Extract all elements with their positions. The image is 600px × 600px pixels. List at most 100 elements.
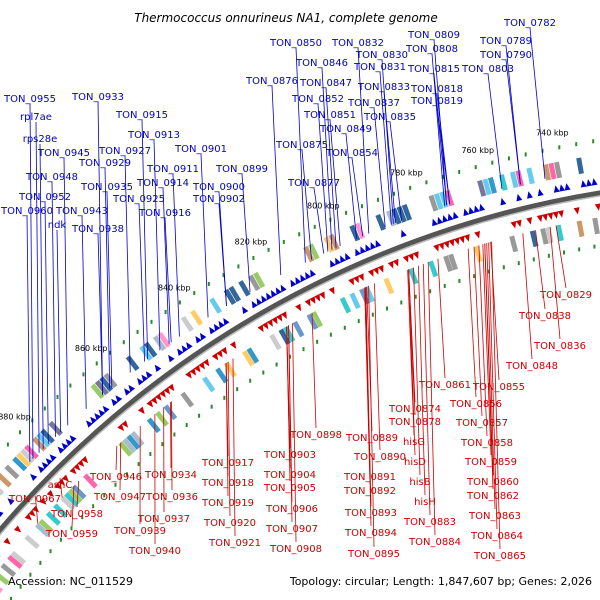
forward-gene-arrow [90,416,98,424]
bottom-gene-label: TON_0829 [539,290,592,301]
top-gene-label: TON_0875 [275,140,328,151]
reverse-feature-block [269,333,282,351]
reverse-gene-arrow [31,505,40,513]
top-gene-label: TON_0847 [299,78,352,89]
reverse-gene-arrow [46,489,54,497]
inner-dot [49,549,52,554]
forward-gene-arrow [223,317,230,326]
forward-gene-arrow [516,193,523,202]
top-leader-line [138,203,145,362]
bottom-gene-label: TON_0894 [344,528,397,539]
bottom-gene-label: TON_0883 [403,517,456,528]
top-gene-label: TON_0916 [138,208,191,219]
reverse-gene-arrow [24,513,32,521]
forward-feature-block [253,271,266,289]
top-gene-label: TON_0803 [461,64,514,75]
reverse-gene-arrow [77,459,85,467]
top-gene-label: TON_0925 [112,194,165,205]
reverse-gene-arrow [167,383,175,392]
top-gene-label: ndk [48,220,67,231]
forward-gene-arrow [355,248,361,257]
top-gene-label: TON_0815 [407,64,460,75]
forward-feature-block [139,345,153,361]
top-leader-line [162,187,170,344]
top-leader-line [124,155,131,373]
forward-gene-arrow [186,342,193,350]
forward-feature-block [40,428,55,444]
reverse-gene-arrow [150,396,158,405]
reverse-gene-arrow [433,244,439,252]
tick-label: 760 kbp [461,146,494,155]
forward-gene-arrow [330,259,336,268]
inner-dot [443,283,446,288]
forward-gene-arrow [86,420,93,428]
reverse-gene-arrow [262,321,269,330]
bottom-gene-label: TON_0878 [388,417,441,428]
top-leader-line [301,149,312,260]
outer-dot [69,383,72,388]
outer-dot [237,264,240,269]
reverse-gene-arrow [526,217,533,225]
top-gene-label: TON_0960 [0,206,53,217]
inner-dot [429,289,432,294]
bottom-leader-line [467,248,477,398]
top-leader-line [529,27,546,179]
outer-dot [56,394,59,399]
top-gene-label: TON_0832 [331,38,384,49]
reverse-feature-block [35,522,51,538]
outer-dot [507,156,510,161]
forward-feature-block [308,243,320,260]
top-gene-label: TON_0938 [71,224,124,235]
inner-dot [173,432,176,437]
forward-feature-block [209,297,222,314]
outer-dot [267,247,270,252]
reverse-feature-block [10,550,27,565]
bottom-gene-label: TON_0848 [505,361,558,372]
top-gene-label: TON_0835 [363,112,416,123]
forward-gene-arrow [266,292,273,301]
forward-gene-arrow [242,306,249,315]
forward-gene-arrow [537,188,544,197]
bottom-leader-line [486,243,496,510]
forward-gene-arrow [375,239,382,248]
forward-gene-arrow [154,364,162,373]
top-gene-label: TON_0915 [115,110,168,121]
forward-gene-arrow [124,388,131,396]
reverse-gene-arrow [220,347,228,355]
inner-dot [414,294,417,299]
inner-dot [275,362,278,367]
bottom-gene-label: TON_0937 [137,514,190,525]
reverse-gene-arrow [453,237,460,245]
inner-dot [357,319,360,324]
bottom-gene-label: TON_0892 [343,486,396,497]
top-gene-label: TON_0808 [405,44,458,55]
forward-gene-arrow [365,244,372,252]
reverse-gene-arrow [28,509,36,517]
reverse-gene-arrow [276,313,283,322]
top-gene-label: TON_0852 [291,94,344,105]
top-gene-label: TON_0850 [269,38,322,49]
forward-gene-arrow [65,439,73,447]
reverse-feature-block [118,441,133,457]
forward-feature-block [375,214,386,231]
reverse-gene-arrow [458,235,465,244]
top-leader-line [29,103,34,459]
inner-dot [9,596,12,600]
forward-feature-block [180,315,194,332]
forward-gene-arrow [218,320,225,329]
forward-feature-block [157,331,171,348]
forward-gene-arrow [49,454,57,462]
forward-gene-arrow [559,184,566,192]
reverse-gene-arrow [280,311,287,319]
tick-label: 840 kbp [158,284,191,293]
top-gene-label: TON_0790 [479,50,532,61]
reverse-feature-block [224,361,238,378]
reverse-gene-arrow [448,238,455,247]
bottom-leader-line [119,442,122,491]
reverse-gene-arrow [515,219,522,228]
top-gene-label: TON_0837 [347,98,400,109]
inner-dot [236,387,239,392]
reverse-feature-block [53,503,69,519]
top-leader-line [433,73,448,206]
bottom-leader-line [437,258,446,379]
